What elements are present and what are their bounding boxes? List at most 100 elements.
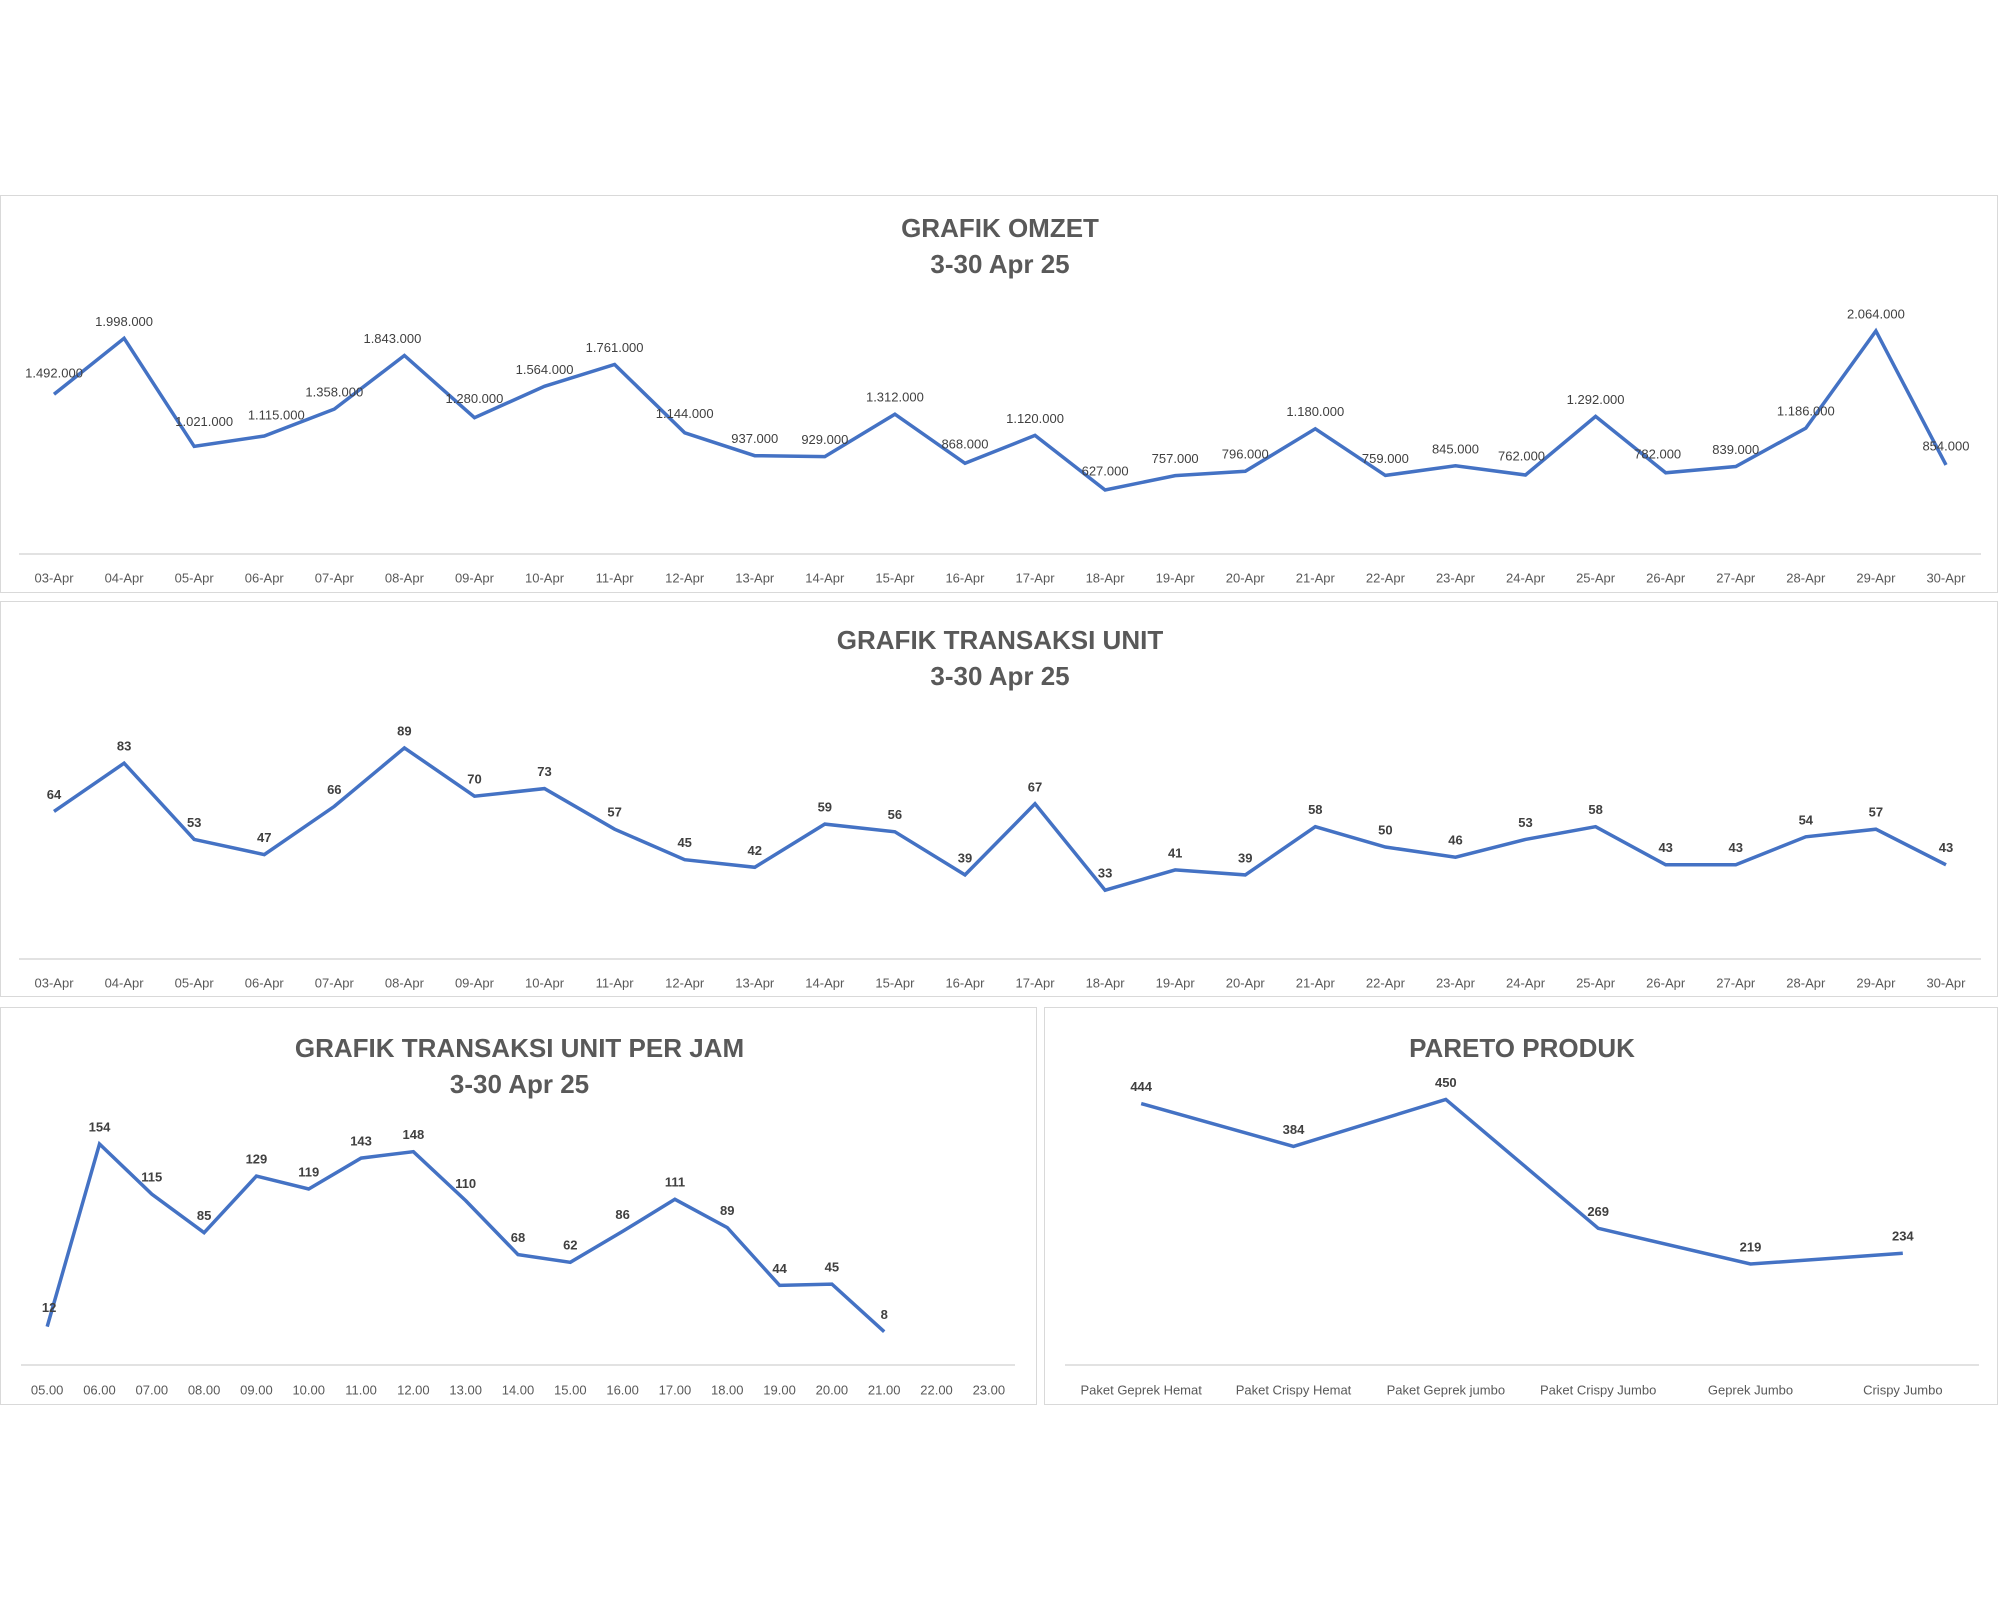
data-label: 143 [350, 1134, 372, 1149]
data-label: 1.312.000 [866, 390, 924, 405]
pareto-produk-chart-svg: PARETO PRODUK Paket Geprek Hemat Paket Cri… [1065, 1033, 1979, 1397]
data-label: 119 [298, 1164, 319, 1179]
omzet-chart-svg: GRAFIK OMZET 3-30 Apr 25 03-Apr 04-Apr 05-Ap… [19, 213, 1981, 585]
x-tick-label: 16.00 [606, 1382, 639, 1397]
x-tick-label: 13-Apr [735, 975, 775, 990]
x-tick-label: 07-Apr [315, 570, 355, 585]
data-label: 854.000 [1922, 438, 1969, 453]
data-label: 70 [467, 772, 481, 787]
x-tick-label: 09-Apr [455, 975, 495, 990]
data-label: 129 [246, 1152, 268, 1167]
x-tick-label: 28-Apr [1786, 975, 1826, 990]
data-label: 2.064.000 [1847, 306, 1905, 321]
x-tick-label: 08.00 [188, 1382, 221, 1397]
x-tick-label: 13.00 [449, 1382, 482, 1397]
x-tick-label: 14-Apr [805, 975, 845, 990]
x-tick-label: 05.00 [31, 1382, 64, 1397]
x-tick-label: 28-Apr [1786, 570, 1826, 585]
data-label: 43 [1729, 840, 1743, 855]
x-tick-label: 03-Apr [35, 975, 75, 990]
data-label: 50 [1378, 822, 1392, 837]
data-label: 66 [327, 782, 341, 797]
data-label: 782.000 [1634, 446, 1681, 461]
data-label: 62 [563, 1238, 577, 1253]
x-tick-label: 19-Apr [1156, 570, 1196, 585]
data-label: 64 [47, 787, 62, 802]
data-label: 868.000 [941, 437, 988, 452]
series-line-pareto [1140, 1097, 1903, 1266]
chart-panel-omzet: GRAFIK OMZET 3-30 Apr 25 03-Apr 04-Apr 05-Ap… [0, 195, 1998, 593]
data-label: 59 [818, 800, 832, 815]
x-tick-label: 06-Apr [245, 975, 285, 990]
data-label: 89 [397, 723, 411, 738]
x-tick-label: 22-Apr [1366, 975, 1406, 990]
x-tick-label: 24-Apr [1506, 975, 1546, 990]
data-label: 68 [511, 1230, 525, 1245]
data-label: 43 [1658, 840, 1672, 855]
data-label: 1.186.000 [1777, 404, 1835, 419]
data-label: 937.000 [731, 431, 778, 446]
data-label: 762.000 [1498, 448, 1545, 463]
data-label: 85 [197, 1208, 211, 1223]
chart-subtitle-perjam: 3-30 Apr 25 [450, 1069, 589, 1099]
x-tick-label: 20.00 [816, 1382, 849, 1397]
data-label: 67 [1028, 779, 1042, 794]
x-tick-label: 11.00 [345, 1382, 377, 1397]
data-label: 1.021.000 [175, 414, 233, 429]
x-tick-label: 03-Apr [35, 570, 75, 585]
x-tick-label: 16-Apr [945, 570, 985, 585]
x-tick-label: 17-Apr [1016, 570, 1056, 585]
data-label: 1.761.000 [586, 340, 644, 355]
x-tick-label: 04-Apr [105, 975, 145, 990]
data-label: 148 [403, 1127, 425, 1142]
data-label: 269 [1587, 1204, 1609, 1219]
x-tick-label: 23.00 [973, 1382, 1006, 1397]
x-tick-label: Geprek Jumbo [1708, 1382, 1793, 1397]
x-tick-label: 08-Apr [385, 570, 425, 585]
x-tick-label: 14-Apr [805, 570, 845, 585]
data-label: 53 [1518, 815, 1532, 830]
chart-panel-pareto-produk: PARETO PRODUK Paket Geprek Hemat Paket Cri… [1044, 1007, 1998, 1405]
data-label: 46 [1448, 833, 1462, 848]
x-tick-label: 26-Apr [1646, 570, 1686, 585]
x-tick-label: 06-Apr [245, 570, 285, 585]
x-tick-label: 07-Apr [315, 975, 355, 990]
x-tick-label: 15.00 [554, 1382, 587, 1397]
data-label: 929.000 [801, 432, 848, 447]
data-label: 44 [772, 1261, 787, 1276]
data-label: 39 [958, 850, 972, 865]
series-line-omzet [52, 327, 1948, 492]
data-label: 115 [141, 1170, 162, 1185]
data-label: 154 [89, 1119, 111, 1134]
chart-subtitle-unit: 3-30 Apr 25 [930, 661, 1069, 691]
x-tick-label: 15-Apr [875, 975, 915, 990]
data-label: 43 [1939, 840, 1953, 855]
x-tick-label: 05-Apr [175, 975, 215, 990]
x-tick-label: 12-Apr [665, 975, 705, 990]
x-tick-label: 17-Apr [1016, 975, 1056, 990]
x-tick-label: 27-Apr [1716, 975, 1756, 990]
data-label: 110 [455, 1176, 476, 1191]
data-label: 796.000 [1222, 447, 1269, 462]
chart-subtitle-omzet: 3-30 Apr 25 [930, 249, 1069, 279]
data-label: 57 [607, 805, 621, 820]
x-tick-label: 21.00 [868, 1382, 901, 1397]
x-tick-label: 18.00 [711, 1382, 744, 1397]
data-label: 1.358.000 [305, 385, 363, 400]
x-tick-label: 19-Apr [1156, 975, 1196, 990]
data-label: 12 [42, 1300, 56, 1315]
x-tick-label: 07.00 [136, 1382, 169, 1397]
x-tick-label: 24-Apr [1506, 570, 1546, 585]
x-tick-label: Paket Crispy Hemat [1236, 1382, 1352, 1397]
transaksi-unit-chart-svg: GRAFIK TRANSAKSI UNIT 3-30 Apr 25 03-Apr 04… [19, 625, 1981, 990]
chart-panel-transaksi-unit: GRAFIK TRANSAKSI UNIT 3-30 Apr 25 03-Apr 04… [0, 601, 1998, 997]
data-label: 54 [1799, 812, 1814, 827]
x-tick-label: 16-Apr [945, 975, 985, 990]
data-label: 1.144.000 [656, 406, 714, 421]
data-label: 1.292.000 [1567, 392, 1625, 407]
data-label: 450 [1435, 1075, 1457, 1090]
data-label: 56 [888, 807, 902, 822]
x-tick-label: 20-Apr [1226, 570, 1266, 585]
x-tick-label: 29-Apr [1856, 975, 1896, 990]
x-tick-label: Crispy Jumbo [1863, 1382, 1942, 1397]
